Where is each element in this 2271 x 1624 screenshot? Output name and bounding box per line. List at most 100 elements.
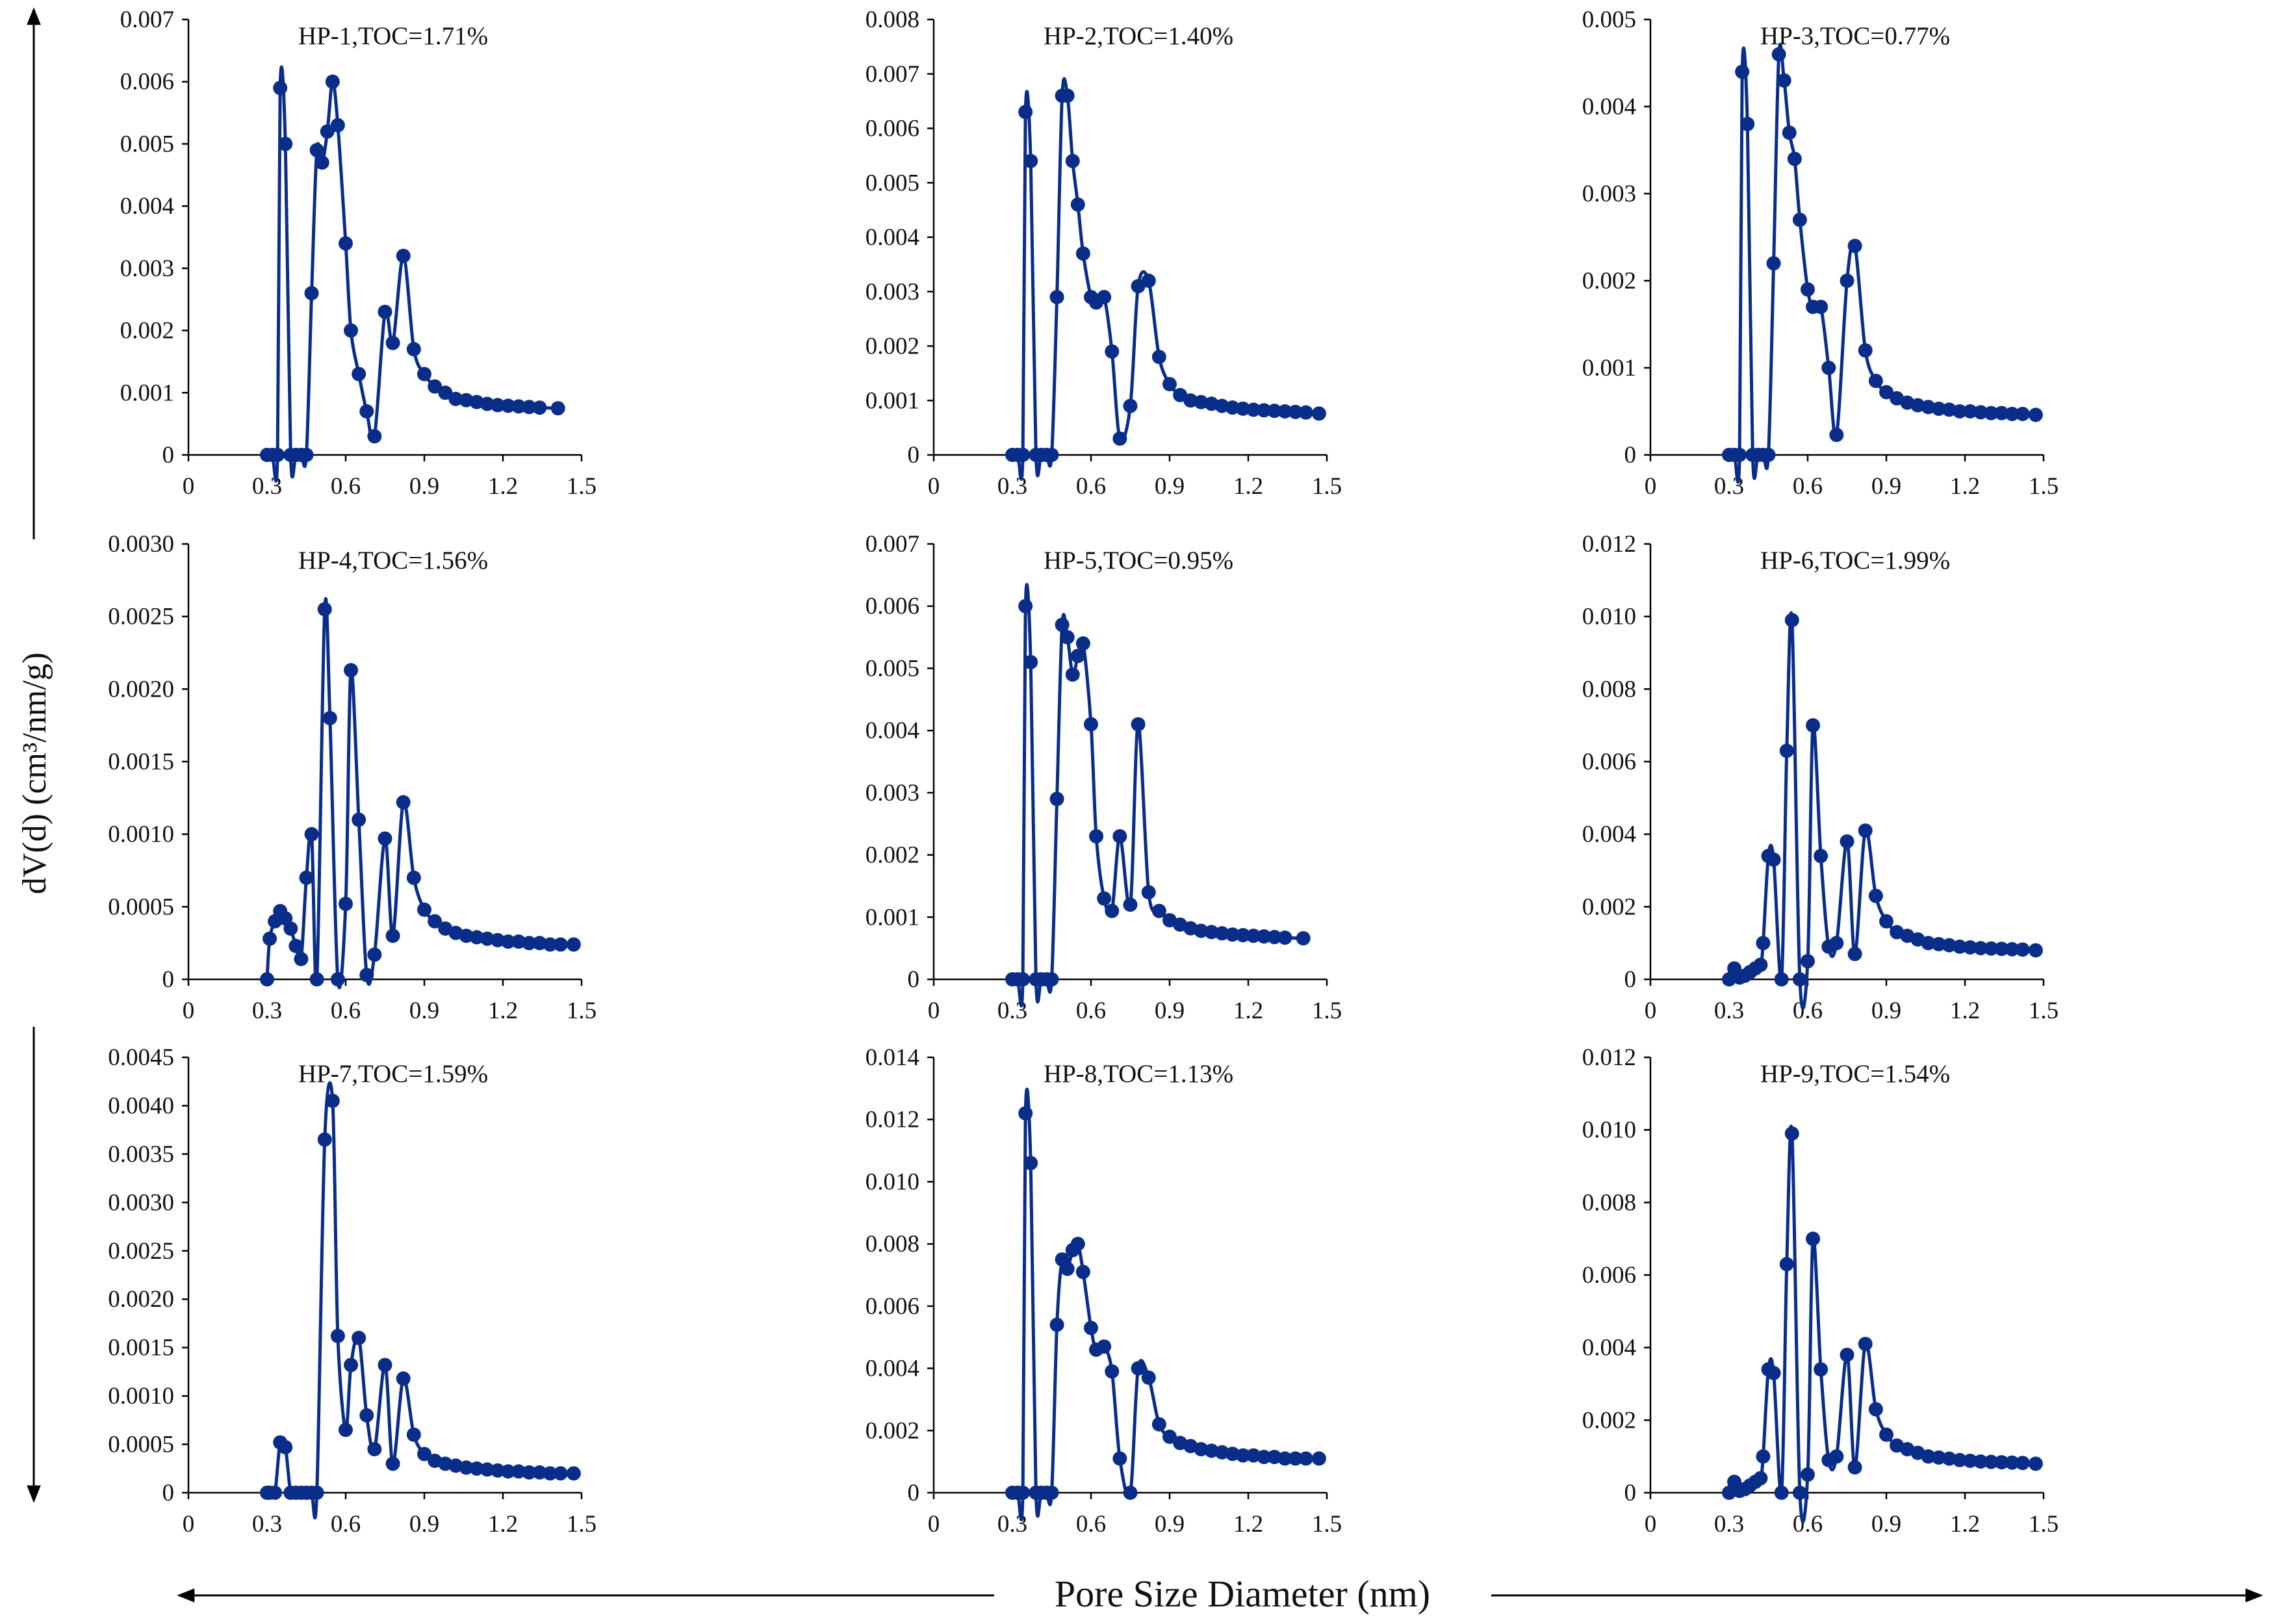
data-point	[1070, 649, 1085, 664]
x-tick-label: 0.9	[409, 473, 439, 500]
data-point	[1963, 1453, 1978, 1468]
x-tick-label: 0.9	[1155, 998, 1185, 1024]
data-point	[566, 937, 581, 952]
data-point	[1801, 282, 1815, 297]
data-point	[1060, 1261, 1075, 1276]
x-tick-label: 0.6	[1076, 473, 1106, 500]
data-point	[553, 1466, 568, 1481]
chart-title: HP-2,TOC=1.40%	[1044, 22, 1233, 50]
data-point	[1288, 404, 1303, 419]
data-point	[289, 938, 303, 953]
x-tick-label: 0.9	[1871, 473, 1901, 500]
data-point	[396, 795, 411, 810]
data-point	[1246, 1448, 1261, 1463]
data-point	[522, 936, 537, 951]
data-point	[1761, 448, 1776, 462]
data-point	[1257, 929, 1272, 944]
y-tick-label: 0.001	[120, 380, 174, 406]
data-point	[532, 936, 547, 951]
data-point	[1112, 431, 1127, 446]
y-tick-label: 0.010	[1582, 604, 1636, 630]
data-point	[1942, 1451, 1957, 1466]
data-point	[1973, 1454, 1988, 1469]
data-point	[490, 933, 505, 947]
data-point	[1183, 393, 1198, 408]
y-tick-label: 0.004	[866, 224, 919, 251]
data-point	[1225, 1447, 1240, 1462]
x-tick-label: 1.5	[2029, 1511, 2059, 1538]
y-tick-label: 0.005	[120, 131, 174, 157]
data-point	[1311, 406, 1326, 421]
chart-title: HP-9,TOC=1.54%	[1760, 1060, 1950, 1088]
data-point	[1023, 654, 1038, 669]
data-point	[448, 391, 463, 406]
data-point	[263, 931, 277, 946]
data-point	[1879, 385, 1893, 400]
x-tick-label: 0.9	[409, 1511, 439, 1538]
data-point	[1151, 903, 1166, 918]
data-point	[320, 124, 335, 139]
data-point	[1931, 401, 1946, 416]
data-point	[325, 74, 340, 89]
y-tick-label: 0	[162, 1480, 175, 1506]
data-point	[511, 1464, 526, 1479]
data-point	[1141, 274, 1156, 288]
data-point	[522, 400, 537, 415]
data-point	[1821, 361, 1836, 375]
data-point	[1112, 829, 1127, 844]
data-point	[550, 401, 565, 416]
y-tick-label: 0.004	[866, 1356, 919, 1382]
data-point	[1735, 64, 1750, 79]
series-line	[265, 597, 574, 990]
data-point	[511, 399, 526, 414]
data-point	[1814, 1362, 1828, 1377]
y-axis-label: dV(d) (cm³/nm/g)	[16, 652, 53, 894]
data-point	[1994, 942, 2009, 957]
data-point	[359, 968, 374, 983]
x-tick-label: 0	[1645, 998, 1657, 1024]
data-point	[2028, 943, 2043, 958]
y-tick-label: 0.002	[1582, 1407, 1636, 1434]
x-tick-label: 1.5	[567, 473, 597, 500]
y-tick-label: 0.008	[1582, 1189, 1636, 1216]
x-tick-label: 1.5	[2029, 473, 2059, 500]
data-point	[1858, 1337, 1873, 1352]
y-tick-label: 0.003	[866, 780, 919, 806]
data-point	[1814, 300, 1828, 315]
data-point	[309, 972, 324, 986]
data-point	[1829, 1449, 1844, 1464]
data-point	[294, 951, 309, 966]
y-tick-label: 0.012	[1582, 1044, 1636, 1071]
data-point	[1060, 88, 1075, 103]
data-point	[1023, 1155, 1038, 1170]
data-point	[543, 937, 558, 952]
data-point	[1858, 823, 1873, 838]
data-point	[1214, 1445, 1229, 1460]
chart-panel-2: 0 0.001 0.002 0.003 0.004 0.005 0.006 0.007 0.00…	[866, 6, 1342, 500]
y-tick-label: 0	[908, 966, 920, 993]
data-point	[1044, 1486, 1059, 1500]
data-point	[1016, 448, 1031, 462]
chart-title: HP-7,TOC=1.59%	[298, 1060, 488, 1088]
data-point	[352, 812, 366, 827]
y-tick-label: 0.001	[1582, 355, 1636, 381]
data-point	[1214, 926, 1229, 941]
x-tick-label: 1.2	[1233, 473, 1263, 500]
data-point	[1806, 1231, 1821, 1246]
chart-panel-9: 0 0.002 0.004 0.006 0.008 0.010 0.012 0 0.3 0.6 0.…	[1582, 1044, 2059, 1538]
data-point	[1204, 1443, 1219, 1458]
data-point	[1089, 829, 1104, 844]
x-tick-label: 1.5	[1312, 473, 1342, 500]
data-point	[417, 367, 431, 381]
data-point	[522, 1465, 537, 1480]
data-point	[1298, 1451, 1313, 1466]
data-point	[1829, 936, 1844, 951]
data-point	[344, 663, 359, 678]
data-point	[1931, 1450, 1946, 1465]
y-tick-label: 0.006	[866, 593, 919, 620]
data-point	[2015, 942, 2030, 957]
chart-title: HP-1,TOC=1.71%	[298, 22, 488, 50]
data-point	[1131, 1361, 1146, 1376]
